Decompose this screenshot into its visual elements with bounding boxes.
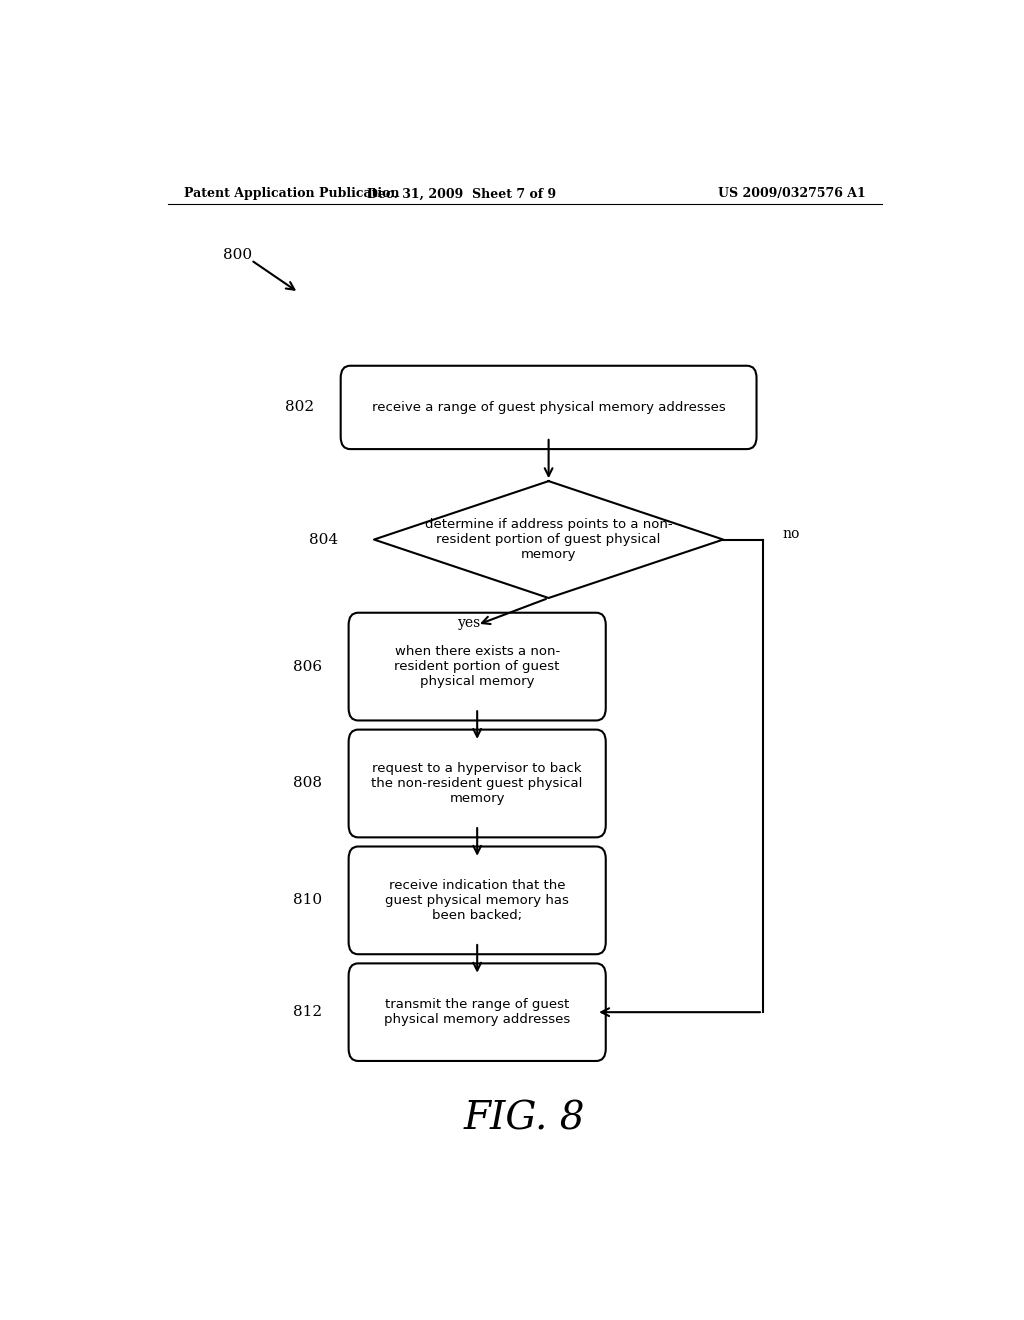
Text: 812: 812 [293,1005,323,1019]
Text: receive indication that the
guest physical memory has
been backed;: receive indication that the guest physic… [385,879,569,921]
Text: 810: 810 [293,894,323,907]
Text: US 2009/0327576 A1: US 2009/0327576 A1 [718,187,866,201]
Text: yes: yes [458,616,481,630]
Text: Patent Application Publication: Patent Application Publication [183,187,399,201]
FancyBboxPatch shape [348,730,606,837]
Text: Dec. 31, 2009  Sheet 7 of 9: Dec. 31, 2009 Sheet 7 of 9 [367,187,556,201]
Text: 806: 806 [293,660,323,673]
Text: FIG. 8: FIG. 8 [464,1101,586,1138]
Text: request to a hypervisor to back
the non-resident guest physical
memory: request to a hypervisor to back the non-… [372,762,583,805]
Text: when there exists a non-
resident portion of guest
physical memory: when there exists a non- resident portio… [394,645,560,688]
FancyBboxPatch shape [348,612,606,721]
Text: 800: 800 [223,248,252,261]
FancyBboxPatch shape [348,964,606,1061]
FancyBboxPatch shape [341,366,757,449]
Text: 802: 802 [286,400,314,414]
Text: transmit the range of guest
physical memory addresses: transmit the range of guest physical mem… [384,998,570,1026]
FancyBboxPatch shape [348,846,606,954]
Text: receive a range of guest physical memory addresses: receive a range of guest physical memory… [372,401,725,414]
Text: 808: 808 [294,776,323,791]
Polygon shape [374,480,723,598]
Text: determine if address points to a non-
resident portion of guest physical
memory: determine if address points to a non- re… [425,517,673,561]
Text: 804: 804 [309,532,338,546]
Text: no: no [782,528,800,541]
